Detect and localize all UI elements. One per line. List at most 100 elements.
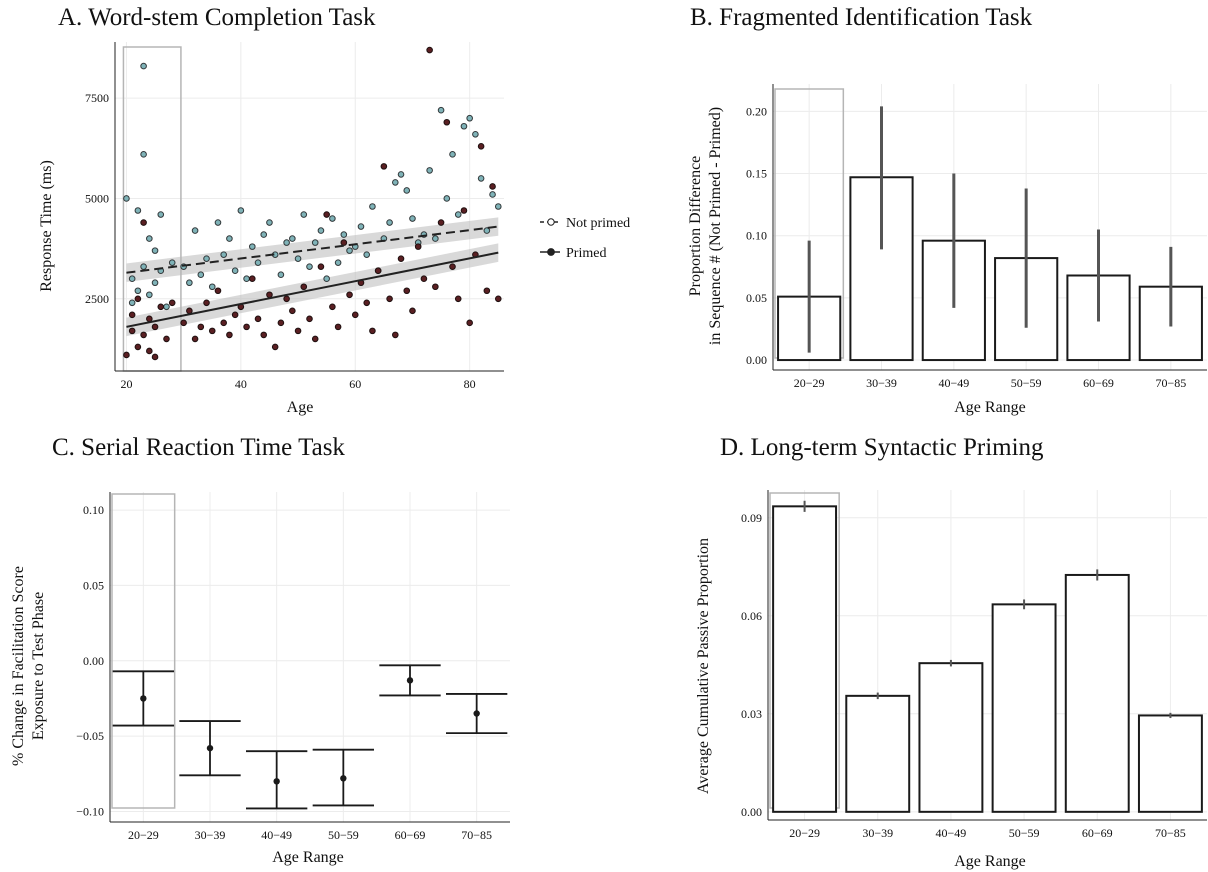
point-primed [220, 319, 227, 327]
point-primed [369, 327, 376, 335]
point-not-primed [483, 227, 491, 234]
point-not-primed [140, 263, 147, 270]
panel-b-ylabel-line2: in Sequence # (Not Primed - Primed) [707, 107, 724, 345]
panel-b-xtick-label: 70−85 [1155, 376, 1186, 390]
panel-d-xlabel: Age Range [954, 853, 1026, 870]
point-not-primed [363, 251, 371, 258]
panel-d-xtick-label: 50−59 [1009, 826, 1040, 840]
point-primed [409, 307, 416, 315]
panel-a-ylabel: Response Time (ms) [38, 160, 55, 292]
point-not-primed [437, 106, 445, 114]
point-primed [294, 327, 302, 335]
panel-c-xlabel: Age Range [272, 849, 344, 866]
bar-50-59 [991, 603, 1057, 813]
legend-primed-marker [547, 248, 555, 256]
point-not-primed [472, 130, 479, 138]
point-primed [426, 46, 433, 54]
point-primed [151, 353, 159, 361]
panel-d-title: D. Long-term Syntactic Priming [720, 434, 1044, 461]
point-primed [437, 219, 445, 226]
point-primed [128, 327, 136, 335]
panel-a-ytick-label: 5000 [85, 191, 109, 205]
point-primed [271, 343, 279, 351]
panel-d-xtick-label: 30−39 [862, 826, 893, 840]
point-primed [351, 311, 359, 319]
point-not-primed [186, 279, 193, 287]
mean-point-20-29 [140, 695, 147, 702]
panel-a-xtick-label: 80 [464, 377, 476, 391]
point-primed [449, 263, 456, 270]
point-not-primed [426, 167, 433, 174]
point-not-primed [477, 175, 485, 182]
point-primed [392, 331, 399, 339]
point-primed [146, 347, 153, 355]
panel-b-xtick-label: 60−69 [1083, 376, 1114, 390]
point-not-primed [443, 195, 451, 202]
point-not-primed [397, 171, 405, 178]
panel-b-xtick-label: 20−29 [794, 376, 825, 390]
point-not-primed [191, 227, 199, 234]
point-not-primed [334, 259, 342, 266]
panel-d-ytick-label: 0.09 [741, 511, 762, 525]
point-primed [329, 303, 336, 311]
point-not-primed [277, 271, 285, 279]
panel-d-xtick-label: 70−85 [1155, 826, 1186, 840]
panel-a-ytick-label: 7500 [85, 91, 109, 105]
panel-c-xtick-label: 20−29 [128, 828, 159, 842]
point-not-primed [157, 211, 165, 218]
legend-not-primed-marker [547, 218, 555, 226]
panel-b-xlabel: Age Range [954, 399, 1026, 416]
point-not-primed [346, 247, 353, 254]
panel-a-xlabel: Age [287, 399, 314, 416]
legend-primed-label: Primed [566, 246, 606, 261]
point-not-primed [300, 211, 308, 218]
point-not-primed [146, 235, 153, 242]
panel-d-ytick-label: 0.03 [741, 707, 762, 721]
panel-b-title: B. Fragmented Identification Task [690, 4, 1033, 31]
point-not-primed [226, 235, 233, 242]
point-not-primed [403, 187, 411, 194]
point-not-primed [214, 219, 222, 226]
point-primed [494, 295, 502, 303]
point-not-primed [134, 287, 142, 295]
point-primed [311, 335, 319, 343]
point-not-primed [151, 279, 159, 287]
point-not-primed [237, 207, 245, 214]
point-not-primed [123, 195, 130, 202]
point-not-primed [294, 255, 302, 262]
point-not-primed [329, 215, 336, 222]
point-primed [128, 311, 136, 319]
point-not-primed [260, 231, 268, 238]
point-not-primed [203, 255, 210, 262]
point-primed [483, 287, 491, 295]
point-primed [140, 219, 147, 226]
point-not-primed [323, 275, 330, 283]
point-primed [414, 243, 422, 250]
point-primed [157, 303, 165, 311]
point-not-primed [231, 267, 239, 274]
point-not-primed [317, 227, 325, 234]
panel-c-ytick-label: −0.05 [76, 729, 104, 743]
point-not-primed [140, 62, 147, 70]
bar-70-85 [1137, 714, 1203, 813]
point-primed [203, 299, 210, 307]
panel-c-ytick-label: −0.10 [76, 804, 104, 818]
point-primed [374, 267, 382, 274]
panel-c-ytick-label: 0.05 [83, 578, 104, 592]
point-not-primed [146, 291, 153, 299]
bar-20-29 [772, 505, 838, 813]
mean-point-30-39 [206, 744, 214, 752]
panel-d-xtick-label: 40−49 [936, 826, 967, 840]
point-not-primed [289, 235, 296, 242]
point-primed [123, 351, 130, 359]
point-primed [231, 311, 239, 319]
bar-40-49 [918, 662, 984, 813]
panel-c-ylabel-line2: Exposure to Test Phase [30, 592, 47, 740]
point-primed [397, 255, 405, 262]
point-not-primed [409, 215, 416, 222]
panel-c-xtick-label: 50−59 [328, 828, 359, 842]
point-primed [248, 275, 256, 283]
panel-d-ytick-label: 0.00 [741, 805, 762, 819]
